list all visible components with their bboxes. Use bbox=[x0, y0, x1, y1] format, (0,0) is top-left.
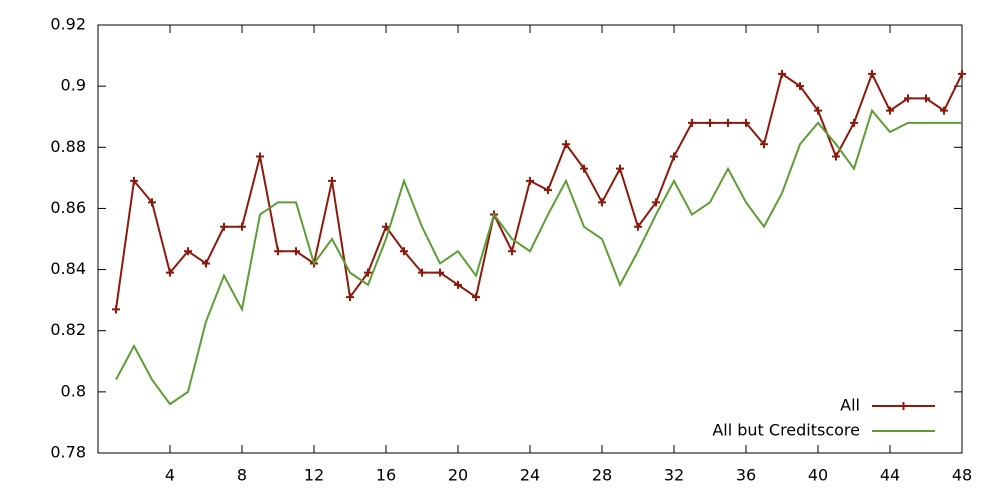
x-tick-label: 12 bbox=[304, 466, 324, 485]
point-marker bbox=[562, 140, 570, 149]
point-marker bbox=[400, 247, 408, 256]
x-tick-label: 24 bbox=[520, 466, 540, 485]
y-tick-label: 0.88 bbox=[50, 137, 86, 156]
point-marker bbox=[778, 69, 786, 78]
point-marker bbox=[724, 118, 732, 127]
y-tick-label: 0.84 bbox=[50, 259, 86, 278]
point-marker bbox=[922, 94, 930, 103]
point-marker bbox=[706, 118, 714, 127]
point-marker bbox=[346, 293, 354, 302]
plot-frame bbox=[97, 24, 963, 454]
point-marker bbox=[850, 118, 858, 127]
point-marker bbox=[616, 164, 624, 173]
point-marker bbox=[454, 280, 462, 289]
point-marker bbox=[256, 152, 264, 161]
point-marker bbox=[112, 305, 120, 314]
legend-label: All but Creditscore bbox=[712, 421, 860, 440]
point-marker bbox=[670, 152, 678, 161]
point-marker bbox=[418, 268, 426, 277]
point-marker bbox=[904, 94, 912, 103]
y-tick-label: 0.82 bbox=[50, 320, 86, 339]
point-marker bbox=[202, 259, 210, 268]
point-marker bbox=[760, 140, 768, 149]
point-marker bbox=[292, 247, 300, 256]
y-tick-label: 0.78 bbox=[50, 443, 86, 462]
x-tick-label: 32 bbox=[664, 466, 684, 485]
series-line bbox=[115, 71, 963, 310]
x-tick-label: 36 bbox=[736, 466, 756, 485]
x-tick-label: 44 bbox=[880, 466, 900, 485]
point-marker bbox=[274, 247, 282, 256]
point-marker bbox=[652, 198, 660, 207]
point-marker bbox=[886, 106, 894, 115]
y-tick-label: 0.86 bbox=[50, 198, 86, 217]
x-tick-label: 16 bbox=[376, 466, 396, 485]
x-tick-label: 8 bbox=[237, 466, 247, 485]
point-marker bbox=[814, 106, 822, 115]
point-marker bbox=[940, 106, 948, 115]
y-tick-label: 0.8 bbox=[61, 381, 86, 400]
y-tick-label: 0.9 bbox=[61, 76, 86, 95]
point-marker bbox=[868, 69, 876, 78]
point-marker bbox=[796, 82, 804, 91]
point-marker bbox=[634, 222, 642, 231]
point-marker bbox=[364, 268, 372, 277]
series-line bbox=[115, 108, 962, 406]
legend-marker bbox=[899, 402, 908, 410]
x-tick-label: 28 bbox=[592, 466, 612, 485]
point-marker bbox=[508, 247, 516, 256]
point-marker bbox=[184, 247, 192, 256]
point-marker bbox=[238, 222, 246, 231]
point-marker bbox=[130, 176, 138, 185]
x-tick-label: 20 bbox=[448, 466, 468, 485]
point-marker bbox=[598, 198, 606, 207]
point-marker bbox=[580, 164, 588, 173]
point-marker bbox=[166, 268, 174, 277]
point-marker bbox=[472, 293, 480, 302]
point-marker bbox=[832, 152, 840, 161]
point-marker bbox=[958, 69, 966, 78]
point-marker bbox=[688, 118, 696, 127]
point-marker bbox=[526, 176, 534, 185]
x-tick-label: 4 bbox=[165, 466, 175, 485]
point-marker bbox=[148, 198, 156, 207]
y-tick-label: 0.92 bbox=[50, 15, 86, 34]
point-marker bbox=[328, 176, 336, 185]
point-marker bbox=[436, 268, 444, 277]
legend-label: All bbox=[840, 396, 860, 415]
point-marker bbox=[382, 222, 390, 231]
x-tick-label: 48 bbox=[952, 466, 972, 485]
point-marker bbox=[742, 118, 750, 127]
x-tick-label: 40 bbox=[808, 466, 828, 485]
point-marker bbox=[544, 186, 552, 195]
point-marker bbox=[220, 222, 228, 231]
